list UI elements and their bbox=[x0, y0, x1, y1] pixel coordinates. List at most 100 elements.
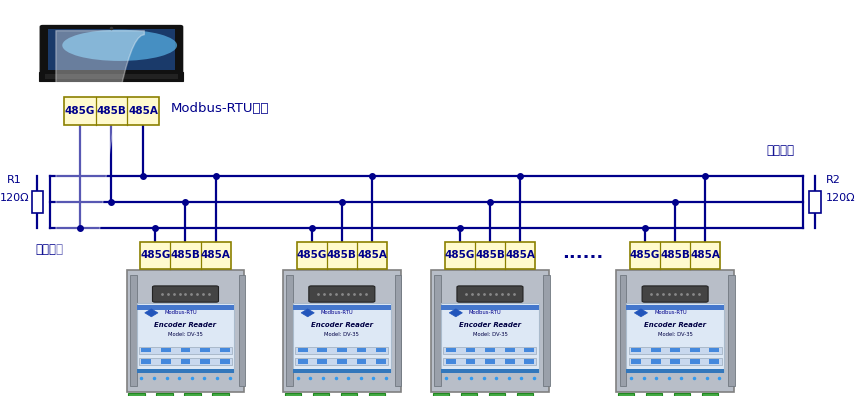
Text: 120Ω: 120Ω bbox=[0, 193, 29, 203]
Text: R2: R2 bbox=[825, 175, 841, 185]
Bar bbox=[461, 393, 477, 396]
Bar bbox=[432, 393, 450, 396]
Text: 485A: 485A bbox=[691, 250, 720, 261]
Text: 485G: 485G bbox=[444, 250, 475, 261]
Bar bbox=[130, 275, 136, 386]
Text: 485B: 485B bbox=[475, 250, 505, 261]
Bar bbox=[670, 348, 680, 352]
Bar bbox=[200, 359, 210, 364]
Bar bbox=[710, 348, 719, 352]
Bar bbox=[298, 359, 308, 364]
Bar bbox=[180, 359, 190, 364]
Bar bbox=[161, 359, 171, 364]
Bar bbox=[376, 359, 386, 364]
Bar bbox=[293, 369, 390, 373]
Bar bbox=[45, 74, 178, 79]
Bar bbox=[64, 97, 159, 125]
FancyBboxPatch shape bbox=[309, 286, 375, 302]
Text: 485A: 485A bbox=[128, 106, 158, 116]
Text: 终端电阵: 终端电阵 bbox=[35, 243, 63, 256]
FancyBboxPatch shape bbox=[457, 286, 523, 302]
Bar bbox=[670, 359, 680, 364]
FancyBboxPatch shape bbox=[283, 270, 401, 392]
Text: Modbus-RTU: Modbus-RTU bbox=[321, 310, 353, 315]
Text: 485G: 485G bbox=[630, 250, 660, 261]
Bar bbox=[809, 191, 821, 213]
Bar bbox=[156, 393, 172, 396]
Text: 485G: 485G bbox=[140, 250, 171, 261]
Bar bbox=[285, 393, 301, 396]
Text: Modbus-RTU: Modbus-RTU bbox=[165, 310, 197, 315]
Bar bbox=[295, 346, 389, 354]
Bar bbox=[287, 275, 293, 386]
Bar bbox=[650, 348, 661, 352]
Bar bbox=[702, 393, 718, 396]
Bar bbox=[297, 242, 387, 269]
Bar bbox=[136, 369, 234, 373]
Bar bbox=[129, 393, 145, 396]
Text: 485A: 485A bbox=[201, 250, 231, 261]
FancyBboxPatch shape bbox=[642, 286, 708, 302]
Text: 485B: 485B bbox=[660, 250, 690, 261]
Bar bbox=[32, 191, 43, 213]
Bar bbox=[631, 348, 641, 352]
Bar bbox=[543, 275, 550, 386]
Text: Encoder Reader: Encoder Reader bbox=[644, 322, 706, 328]
Bar bbox=[48, 29, 175, 70]
Text: 485G: 485G bbox=[64, 106, 95, 116]
Bar bbox=[446, 348, 456, 352]
Bar bbox=[441, 305, 539, 310]
Bar bbox=[369, 393, 385, 396]
Bar bbox=[139, 358, 232, 365]
Bar bbox=[489, 393, 505, 396]
Bar bbox=[180, 348, 190, 352]
Bar bbox=[444, 242, 535, 269]
Bar bbox=[626, 303, 724, 372]
Text: Model: DV-35: Model: DV-35 bbox=[658, 332, 692, 337]
Bar bbox=[184, 393, 201, 396]
Bar bbox=[142, 348, 151, 352]
Bar bbox=[295, 358, 389, 365]
Bar bbox=[220, 348, 230, 352]
Bar bbox=[505, 359, 515, 364]
FancyBboxPatch shape bbox=[153, 286, 219, 302]
Bar bbox=[630, 242, 721, 269]
Bar bbox=[524, 359, 534, 364]
FancyBboxPatch shape bbox=[40, 25, 183, 74]
Bar bbox=[690, 359, 699, 364]
Bar bbox=[441, 369, 539, 373]
Bar bbox=[650, 359, 661, 364]
Bar bbox=[434, 275, 441, 386]
Bar bbox=[161, 348, 171, 352]
Text: 485B: 485B bbox=[327, 250, 357, 261]
FancyBboxPatch shape bbox=[431, 270, 549, 392]
Text: Modbus-RTU主机: Modbus-RTU主机 bbox=[171, 103, 269, 115]
Text: Encoder Reader: Encoder Reader bbox=[154, 322, 216, 328]
Text: Model: DV-35: Model: DV-35 bbox=[324, 332, 360, 337]
Text: R1: R1 bbox=[7, 175, 21, 185]
FancyBboxPatch shape bbox=[616, 270, 734, 392]
Bar bbox=[441, 303, 539, 372]
Bar bbox=[466, 359, 475, 364]
Polygon shape bbox=[634, 309, 648, 317]
Text: 485A: 485A bbox=[505, 250, 535, 261]
Bar bbox=[629, 358, 722, 365]
Bar bbox=[444, 346, 536, 354]
Bar bbox=[626, 305, 724, 310]
Bar bbox=[337, 359, 347, 364]
Bar bbox=[690, 348, 699, 352]
Bar bbox=[142, 359, 151, 364]
Bar bbox=[337, 348, 347, 352]
Text: 485B: 485B bbox=[171, 250, 201, 261]
Bar bbox=[136, 305, 234, 310]
Polygon shape bbox=[450, 309, 462, 317]
Bar bbox=[239, 275, 245, 386]
Bar bbox=[631, 359, 641, 364]
FancyBboxPatch shape bbox=[39, 72, 184, 81]
Bar bbox=[376, 348, 386, 352]
Bar bbox=[629, 346, 722, 354]
Text: Modbus-RTU: Modbus-RTU bbox=[469, 310, 502, 315]
Bar bbox=[139, 346, 232, 354]
Bar bbox=[710, 359, 719, 364]
Bar bbox=[220, 359, 230, 364]
